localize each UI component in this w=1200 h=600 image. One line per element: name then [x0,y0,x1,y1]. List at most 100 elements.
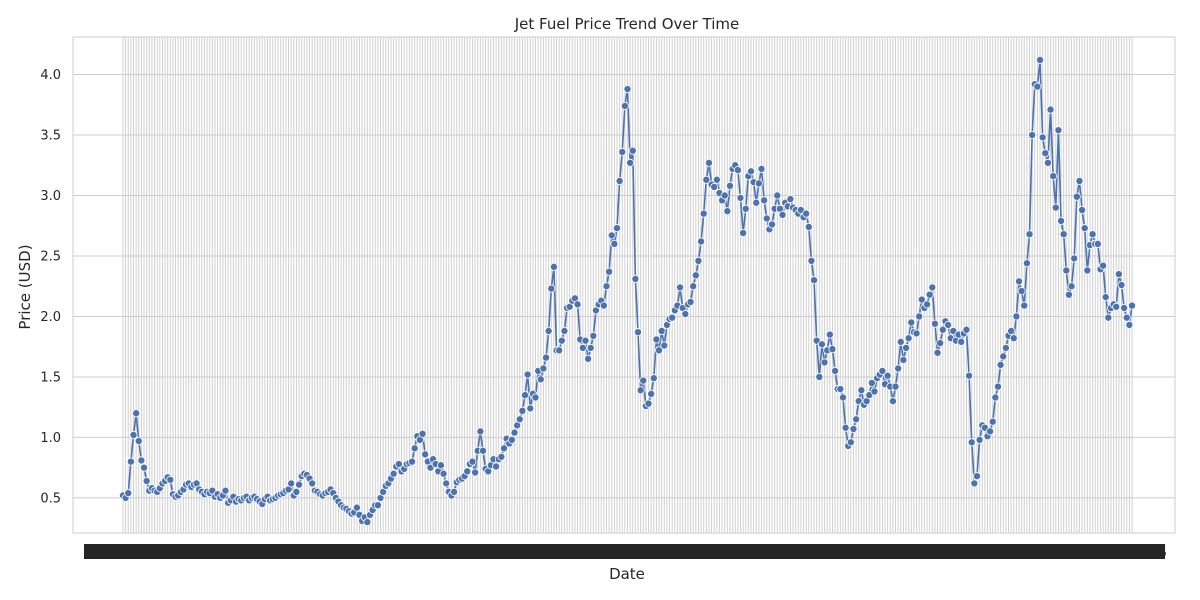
data-point [741,204,750,213]
data-point [129,431,138,440]
data-point [1022,259,1031,268]
data-point [841,423,850,432]
data-point [623,85,632,94]
data-point [542,353,551,362]
data-point [166,475,175,484]
data-point [584,354,593,363]
data-point [878,366,887,375]
data-point [292,487,301,496]
data-point [655,346,664,355]
chart-title: Jet Fuel Price Trend Over Time [514,15,740,33]
data-point [1064,290,1073,299]
data-point [521,391,530,400]
data-point [849,424,858,433]
data-point [768,220,777,229]
data-point [710,183,719,192]
data-point [1033,82,1042,91]
data-point [752,198,761,207]
data-point [620,101,629,110]
data-point [704,158,713,167]
data-point [857,386,866,395]
data-point [917,295,926,304]
data-point [807,256,816,265]
data-point [762,214,771,223]
data-point [894,364,903,373]
data-point [523,370,532,379]
x-axis-label: Date [609,565,645,583]
data-point [838,393,847,402]
data-point [912,329,921,338]
data-point [760,196,769,205]
data-point [1043,158,1052,167]
data-point [988,417,997,426]
data-point [515,415,524,424]
data-point [468,457,477,466]
data-point [363,518,372,527]
y-tick-label: 1.0 [40,431,61,446]
data-point [652,335,661,344]
data-point [836,385,845,394]
data-point [915,312,924,321]
data-point [815,372,824,381]
data-point [702,175,711,184]
data-point [967,438,976,447]
data-point [599,301,608,310]
data-point [676,283,685,292]
data-point [944,320,953,329]
data-point [221,486,230,495]
data-point [1049,172,1058,181]
data-point [996,360,1005,369]
data-point [1067,282,1076,291]
data-point [539,364,548,373]
data-point [896,337,905,346]
data-point [1062,266,1071,275]
data-point [938,325,947,334]
data-point [547,284,556,293]
y-tick-label: 2.5 [40,249,61,264]
data-point [831,366,840,375]
data-point [142,476,151,485]
data-point [612,224,621,233]
data-point [557,336,566,345]
data-point [476,427,485,436]
data-point [647,389,656,398]
data-point [639,376,648,385]
data-point [820,358,829,367]
data-point [904,334,913,343]
y-tick-label: 4.0 [40,68,61,83]
data-point [757,164,766,173]
data-point [1080,224,1089,233]
data-point [137,456,146,465]
y-tick-label: 3.5 [40,128,61,143]
data-point [578,343,587,352]
data-point [634,328,643,337]
data-point [439,469,448,478]
data-point [618,147,627,156]
data-point [373,501,382,510]
data-point [536,375,545,384]
data-point [686,297,695,306]
data-point [626,158,635,167]
data-point [907,318,916,327]
data-point [589,331,598,340]
data-point [526,404,535,413]
data-point [418,429,427,438]
data-point [531,393,540,402]
data-point [610,239,619,248]
data-point [993,382,1002,391]
data-point [1009,334,1018,343]
data-point [828,345,837,354]
data-point [739,228,748,237]
data-point [1051,203,1060,212]
data-point [962,325,971,334]
data-point [573,300,582,309]
data-point [699,209,708,218]
data-point [902,343,911,352]
data-point [975,435,984,444]
data-point [712,175,721,184]
data-point [544,326,553,335]
data-point [804,222,813,231]
data-point [1072,192,1081,201]
data-point [1093,239,1102,248]
data-point [636,386,645,395]
